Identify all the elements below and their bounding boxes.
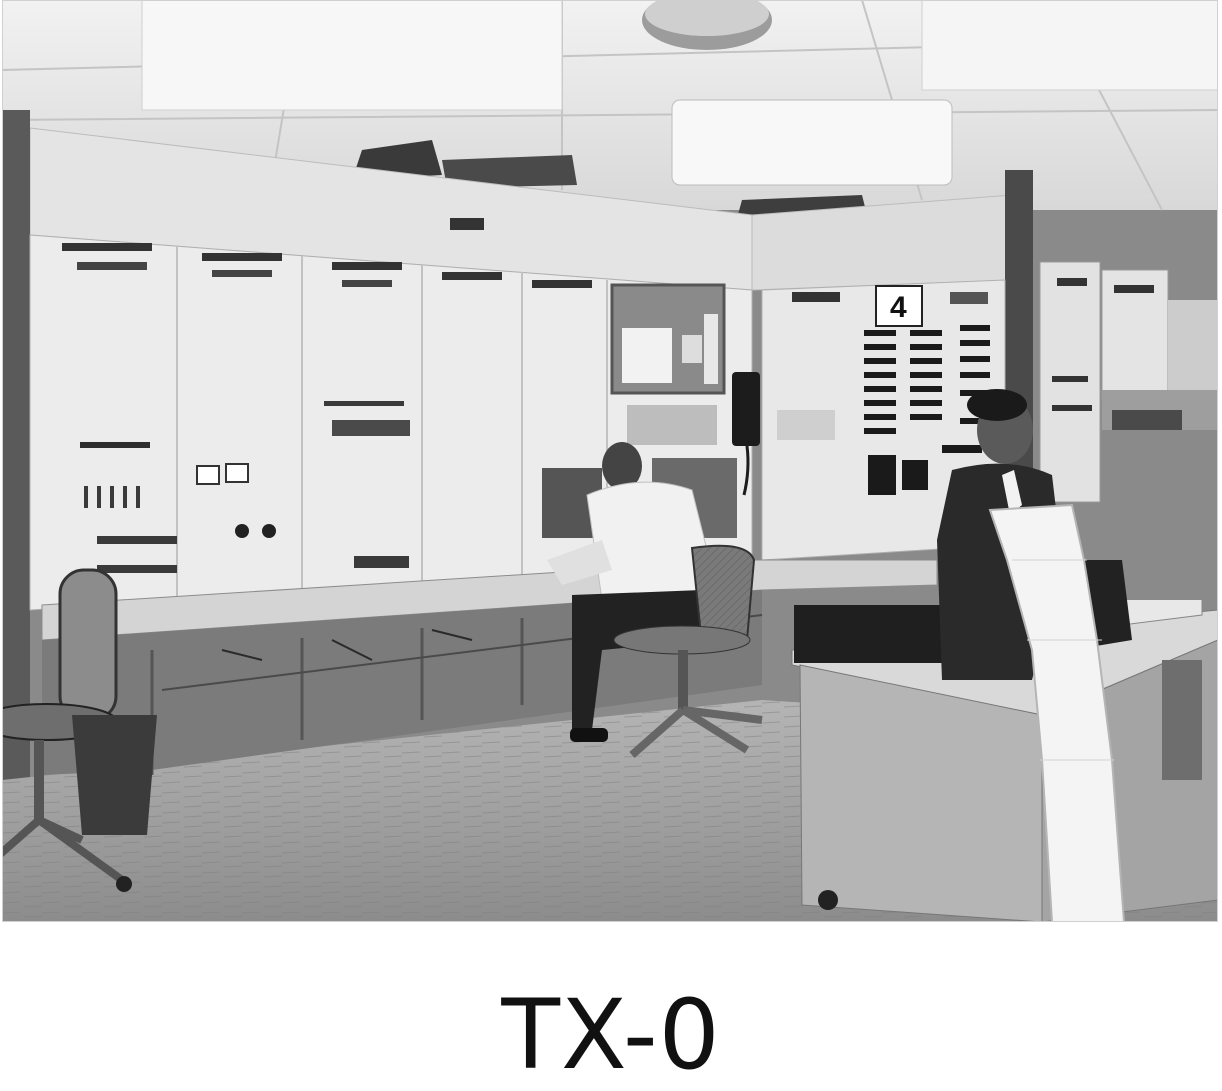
printer-desk [791,430,1218,922]
wall-header [2,110,1033,910]
main-console-panel [29,234,760,611]
photo-illustration: 4 [2,0,1218,922]
panel-number-label: 4 [890,291,907,324]
computer-room-photo: 4 [2,0,1218,922]
operator-figure [547,442,763,758]
printout-paper [988,503,1126,922]
left-chair [2,568,157,892]
caption-title: TX-0 [501,979,721,1091]
